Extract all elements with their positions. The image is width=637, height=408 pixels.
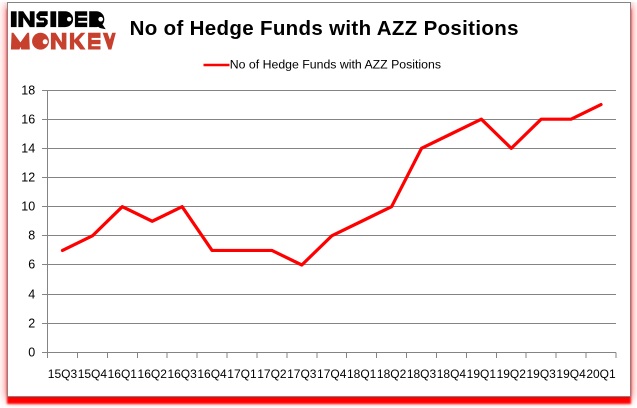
svg-text:16Q2: 16Q2 [138,367,168,381]
svg-text:16Q3: 16Q3 [167,367,197,381]
svg-text:14: 14 [21,142,35,156]
svg-text:16Q1: 16Q1 [108,367,138,381]
svg-text:16: 16 [21,113,35,127]
svg-text:19Q1: 19Q1 [467,367,497,381]
svg-text:19Q3: 19Q3 [527,367,557,381]
svg-text:18Q4: 18Q4 [437,367,467,381]
svg-text:17Q2: 17Q2 [257,367,287,381]
svg-text:20Q1: 20Q1 [586,367,616,381]
svg-text:2: 2 [28,317,35,331]
svg-text:16Q4: 16Q4 [197,367,227,381]
svg-text:No of Hedge Funds with AZZ Pos: No of Hedge Funds with AZZ Positions [230,57,441,71]
svg-text:4: 4 [28,288,35,302]
svg-text:15Q4: 15Q4 [78,367,108,381]
svg-text:17Q3: 17Q3 [287,367,317,381]
svg-text:17Q1: 17Q1 [227,367,257,381]
svg-text:18Q1: 18Q1 [347,367,377,381]
svg-text:10: 10 [21,200,35,214]
svg-text:19Q4: 19Q4 [556,367,586,381]
svg-text:15Q3: 15Q3 [48,367,78,381]
svg-text:19Q2: 19Q2 [497,367,527,381]
svg-text:No of Hedge Funds with AZZ Pos: No of Hedge Funds with AZZ Positions [130,17,519,40]
svg-text:17Q4: 17Q4 [317,367,347,381]
svg-text:6: 6 [28,258,35,272]
svg-text:18: 18 [21,84,35,98]
svg-text:0: 0 [28,346,35,360]
svg-text:8: 8 [28,229,35,243]
svg-text:12: 12 [21,171,35,185]
svg-text:18Q3: 18Q3 [407,367,437,381]
svg-text:18Q2: 18Q2 [377,367,407,381]
